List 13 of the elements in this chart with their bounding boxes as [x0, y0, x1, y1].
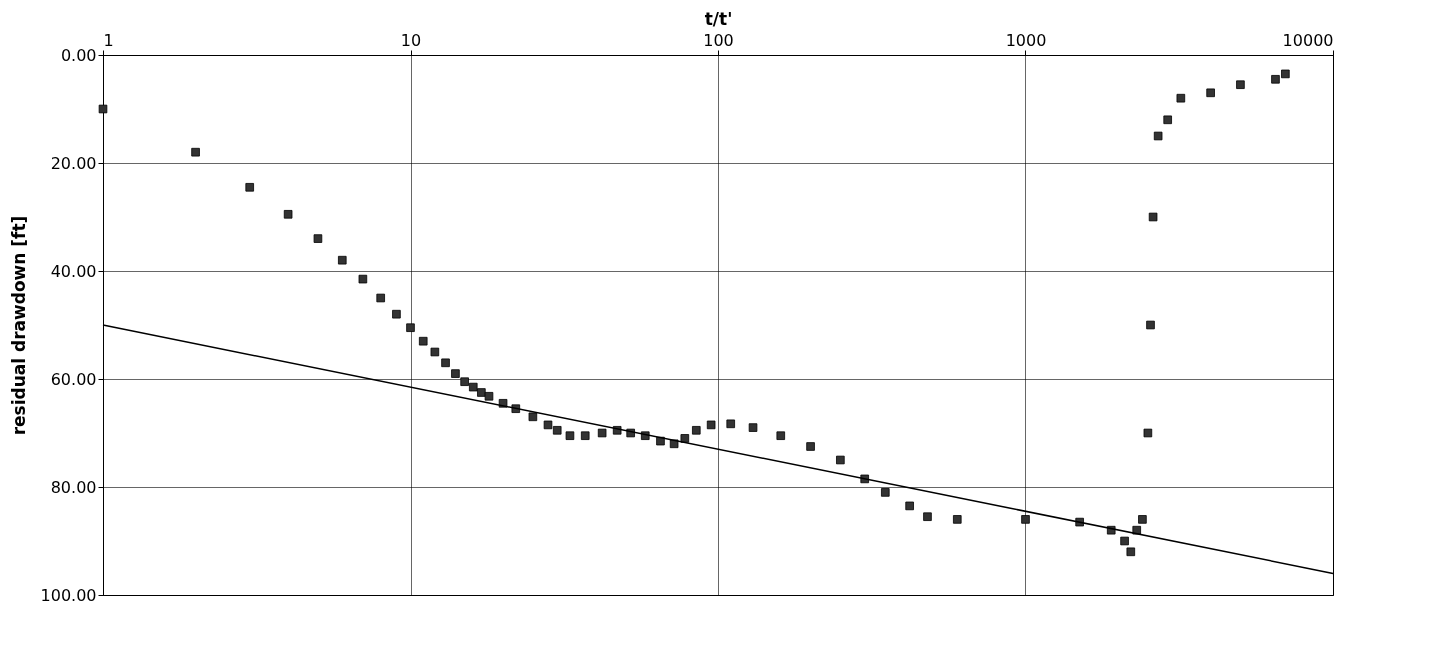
- y-tick-label: 40.00: [50, 261, 97, 281]
- y-tick-label: 0.00: [60, 45, 97, 65]
- y-tick-label: 60.00: [50, 369, 97, 389]
- x-tick-label: 1: [103, 30, 114, 50]
- y-tick-label: 80.00: [50, 477, 97, 497]
- x-tick-label: 1000: [1005, 30, 1047, 50]
- x-axis-title: t/t': [704, 8, 733, 29]
- x-tick-label: 10: [400, 30, 422, 50]
- y-tick-label: 100.00: [40, 585, 97, 605]
- y-axis-title: residual drawdown [ft]: [8, 215, 29, 436]
- y-tick-label: 20.00: [50, 153, 97, 173]
- x-tick-label: 100: [703, 30, 734, 50]
- x-tick-label: 10000: [1282, 30, 1334, 50]
